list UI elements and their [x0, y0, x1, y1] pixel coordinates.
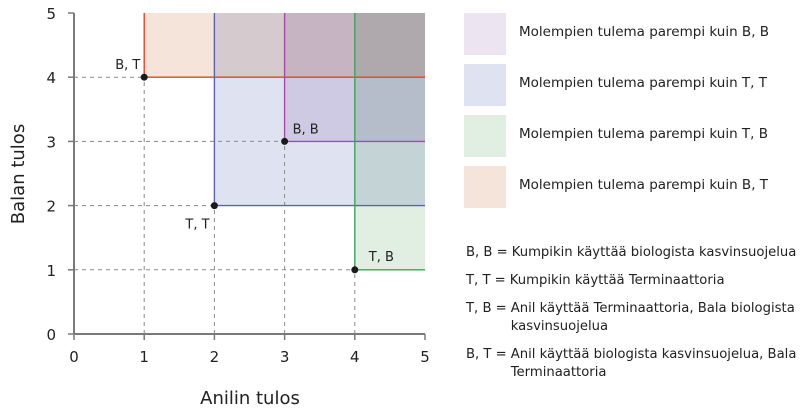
y-tick-label: 4 — [46, 69, 56, 87]
note-text: Anil käyttää biologista kasvinsuojelua, … — [510, 347, 797, 380]
note-text: Anil käyttää Terminaattoria, Bala biolog… — [510, 301, 795, 334]
legend-item-bt: Molempien tulema parempi kuin B, T — [464, 166, 810, 208]
x-tick-label: 0 — [69, 348, 79, 366]
note-tt: T, T = Kumpikin käyttää Terminaattoria — [466, 272, 810, 290]
point-label: T, B — [368, 250, 394, 265]
y-axis-label: Balan tulos — [8, 124, 29, 224]
legend-label: Molempien tulema parempi kuin B, T — [519, 177, 769, 193]
legend-swatch-bt — [464, 166, 506, 208]
x-tick-label: 2 — [210, 348, 220, 366]
note-key: T, T = — [466, 273, 506, 288]
data-points: B, T T, T B, B T, B — [115, 58, 394, 274]
x-tick-label: 1 — [139, 348, 149, 366]
legend-label: Molempien tulema parempi kuin T, B — [519, 126, 769, 142]
point-label: B, T — [115, 58, 140, 73]
abbreviation-notes: B, B = Kumpikin käyttää biologista kasvi… — [466, 244, 810, 392]
data-point — [210, 202, 218, 210]
x-tick-label: 4 — [350, 348, 360, 366]
note-bt: B, T = Anil käyttää biologista kasvinsuo… — [466, 346, 810, 382]
payoff-chart: 0 1 2 3 4 5 0 1 2 3 4 5 B, T T, T B, B T, B Anilin tul… — [8, 5, 430, 409]
x-axis-label: Anilin tulos — [200, 388, 300, 409]
axes: 0 1 2 3 4 5 0 1 2 3 4 5 — [46, 5, 429, 366]
legend-label: Molempien tulema parempi kuin T, T — [519, 75, 768, 91]
legend-item-tt: Molempien tulema parempi kuin T, T — [464, 64, 810, 106]
data-point — [281, 137, 289, 145]
note-key: B, B = — [466, 245, 508, 260]
legend-swatch-tt — [464, 64, 506, 106]
x-tick-label: 5 — [420, 348, 430, 366]
note-tb: T, B = Anil käyttää Terminaattoria, Bala… — [466, 300, 810, 336]
point-label: B, B — [293, 122, 319, 137]
y-tick-label: 2 — [46, 198, 56, 216]
data-point — [140, 73, 148, 81]
preference-regions — [144, 13, 425, 270]
legend-swatch-tb — [464, 115, 506, 157]
x-tick-label: 3 — [280, 348, 290, 366]
legend-item-bb: Molempien tulema parempi kuin B, B — [464, 13, 810, 55]
note-text: Kumpikin käyttää biologista kasvinsuojel… — [511, 245, 797, 260]
legend-label: Molempien tulema parempi kuin B, B — [519, 24, 770, 40]
note-key: T, B = — [466, 301, 507, 316]
guide-dashed-lines — [74, 76, 356, 334]
note-text: Kumpikin käyttää Terminaattoria — [509, 273, 725, 288]
legend-item-tb: Molempien tulema parempi kuin T, B — [464, 115, 810, 157]
note-bb: B, B = Kumpikin käyttää biologista kasvi… — [466, 244, 810, 262]
y-tick-label: 1 — [46, 262, 56, 280]
y-tick-label: 3 — [46, 133, 56, 151]
legend-swatch-bb — [464, 13, 506, 55]
note-key: B, T = — [466, 347, 507, 362]
y-tick-label: 0 — [46, 326, 56, 344]
data-point — [351, 266, 359, 274]
point-label: T, T — [184, 218, 209, 233]
y-tick-label: 5 — [46, 5, 56, 23]
